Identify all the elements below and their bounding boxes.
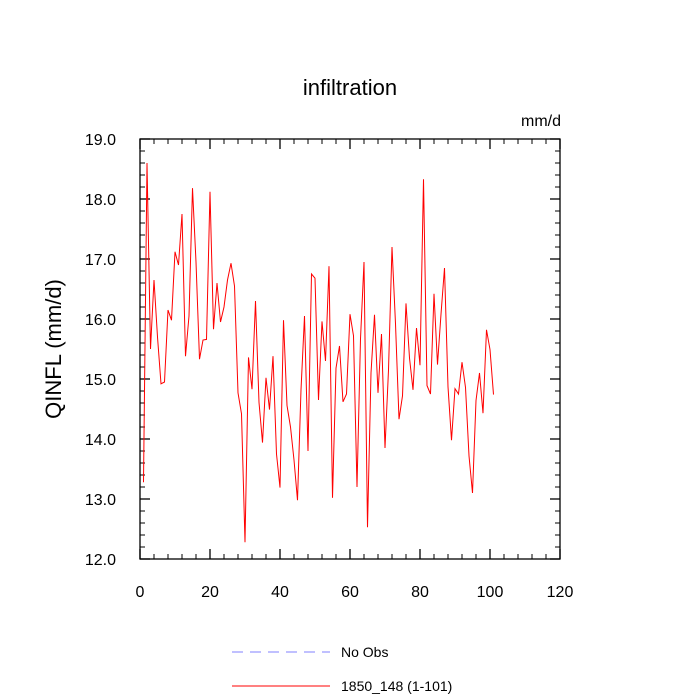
legend-label: 1850_148 (1-101) [341,678,452,694]
x-tick-label: 60 [341,584,359,601]
x-tick-label: 0 [136,584,145,601]
legend-label: No Obs [341,644,388,660]
y-tick-label: 17.0 [85,252,116,269]
x-tick-label: 40 [271,584,289,601]
units-label: mm/d [521,113,561,130]
legend: No Obs 1850_148 (1-101) [232,644,452,694]
y-tick-label: 16.0 [85,312,116,329]
y-tick-label: 18.0 [85,192,116,209]
x-tick-label: 100 [477,584,504,601]
y-tick-label: 14.0 [85,432,116,449]
y-tick-label: 13.0 [85,492,116,509]
y-tick-label: 15.0 [85,372,116,389]
x-tick-label: 20 [201,584,219,601]
y-tick-label: 19.0 [85,132,116,149]
x-tick-label: 80 [411,584,429,601]
y-tick-label: 12.0 [85,552,116,569]
plot-area [143,162,494,543]
x-tick-label: 120 [547,584,574,601]
y-axis-label: QINFL (mm/d) [41,279,66,419]
axes: 0 20 40 60 80 100 120 12.0 13.0 14.0 15.0 16.0 17.0 1… [85,132,574,601]
series-line [143,162,494,543]
plot-frame [139,138,561,560]
chart-title: infiltration [303,75,397,100]
